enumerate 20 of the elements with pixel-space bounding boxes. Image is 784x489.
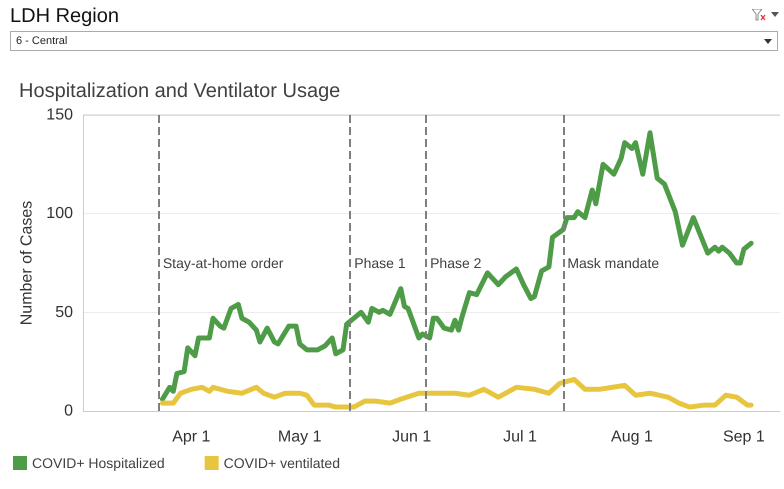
x-tick-label: May 1 [278, 428, 322, 446]
legend-label: COVID+ Hospitalized [32, 455, 165, 471]
dropdown-field: 6 - Central [10, 31, 778, 51]
text: LDH Region [10, 5, 119, 28]
y-tick-label: 0 [64, 402, 74, 420]
y-tick-label: 50 [55, 304, 74, 321]
x-tick-label: Jun 1 [392, 428, 432, 446]
y-tick-label: 100 [46, 205, 74, 222]
y-tick-label: 150 [46, 106, 74, 124]
x-tick-label: Aug 1 [611, 428, 653, 446]
x-tick-label: Sep 1 [722, 428, 765, 446]
ref-line-label: Phase 2 [430, 255, 482, 271]
legend-label: COVID+ ventilated [224, 455, 340, 471]
x-tick-label: Jul 1 [503, 428, 537, 446]
chart-title: Hospitalization and Ventilator Usage [19, 80, 340, 102]
ref-line-label: Mask mandate [567, 255, 660, 271]
y-axis-title: Number of Cases [18, 200, 36, 326]
x-tick-label: Apr 1 [172, 428, 211, 446]
ref-line-label: Stay-at-home order [162, 255, 284, 271]
ref-line-label: Phase 1 [354, 255, 406, 271]
